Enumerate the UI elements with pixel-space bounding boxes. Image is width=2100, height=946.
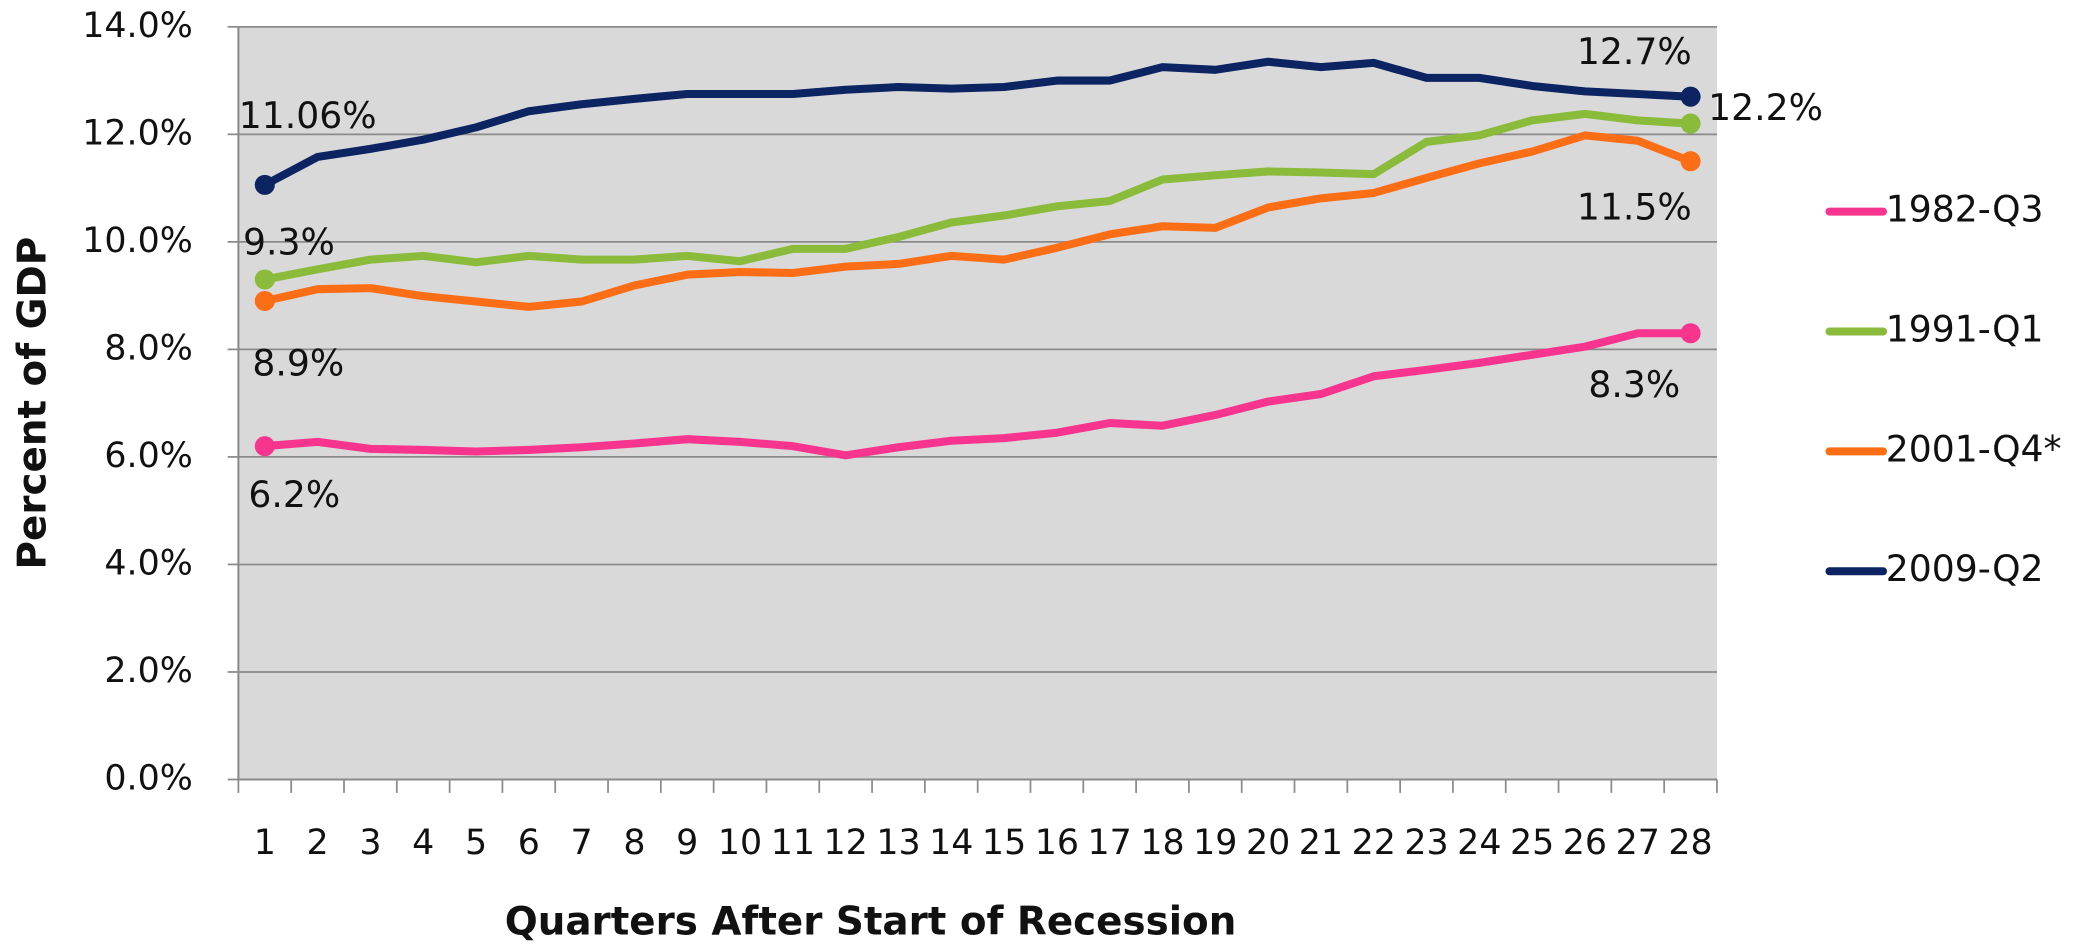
series-line (262, 57, 1691, 189)
legend-label: 1982-Q3 (1886, 188, 2044, 231)
endpoint-marker (1680, 86, 1701, 107)
x-tick-label: 21 (1299, 823, 1343, 863)
endpoint-marker (1680, 323, 1701, 344)
endpoint-marker (254, 290, 275, 312)
y-tick-label: 0.0% (104, 758, 192, 798)
x-axis-title: Quarters After Start of Recession (505, 900, 1237, 945)
x-tick-label: 18 (1140, 823, 1184, 863)
legend-label: 2001-Q4* (1886, 427, 2062, 470)
x-tick-label: 9 (676, 823, 698, 863)
x-tick-label: 1 (254, 823, 276, 863)
x-tick-label: 17 (1088, 823, 1132, 863)
value-label: 12.7% (1577, 30, 1692, 73)
x-tick-label: 6 (518, 823, 540, 863)
x-tick-label: 5 (465, 823, 487, 863)
x-tick-label: 19 (1193, 823, 1237, 863)
endpoint-marker (254, 174, 275, 195)
x-tick-label: 27 (1616, 823, 1660, 863)
y-tick-label: 6.0% (104, 436, 192, 476)
x-tick-label: 3 (359, 823, 381, 863)
plot-area (238, 26, 1717, 780)
value-label: 11.06% (239, 94, 377, 137)
value-label: 8.3% (1588, 363, 1680, 406)
value-label: 12.2% (1708, 86, 1823, 129)
value-label: 11.5% (1577, 185, 1692, 228)
y-tick-label: 8.0% (104, 328, 192, 368)
y-tick-label: 12.0% (82, 113, 193, 153)
legend-label: 1991-Q1 (1886, 308, 2044, 351)
x-tick-label: 22 (1352, 823, 1396, 863)
y-tick-label: 2.0% (104, 651, 192, 691)
endpoint-marker (254, 269, 275, 290)
x-tick-label: 28 (1668, 823, 1712, 863)
x-tick-label: 13 (876, 823, 920, 863)
x-tick-label: 26 (1563, 823, 1607, 863)
x-tick-label: 10 (718, 823, 762, 863)
value-label: 9.3% (243, 221, 335, 264)
plot-layer: 0.0%2.0%4.0%6.0%8.0%10.0%12.0%14.0%1 2 3 4 5… (82, 6, 2061, 863)
x-tick-label: 25 (1510, 823, 1554, 863)
x-tick-label: 14 (929, 823, 973, 863)
y-tick-label: 10.0% (82, 221, 193, 261)
x-tick-label: 8 (623, 823, 645, 863)
x-tick-label: 20 (1246, 823, 1290, 863)
y-tick-label: 4.0% (104, 543, 192, 583)
series-line (263, 131, 1693, 311)
x-tick-label: 4 (412, 823, 434, 863)
x-tick-label: 23 (1404, 823, 1448, 863)
x-tick-label: 16 (1035, 823, 1079, 863)
x-tick-label: 24 (1457, 823, 1501, 863)
y-tick-label: 14.0% (82, 6, 193, 46)
y-axis-title: Percent of GDP (10, 237, 55, 570)
x-tick-label: 12 (824, 823, 868, 863)
series-line (264, 329, 1691, 460)
endpoint-marker (1680, 113, 1701, 134)
x-tick-label: 2 (307, 823, 329, 863)
value-label: 6.2% (248, 473, 340, 516)
value-label: 8.9% (252, 341, 344, 384)
series-line (264, 109, 1691, 284)
endpoint-marker (254, 436, 275, 457)
x-tick-label: 11 (771, 823, 815, 863)
endpoint-marker (1680, 151, 1701, 172)
x-tick-label: 7 (571, 823, 593, 863)
x-tick-label: 15 (982, 823, 1026, 863)
legend-label: 2009-Q2 (1886, 547, 2044, 590)
